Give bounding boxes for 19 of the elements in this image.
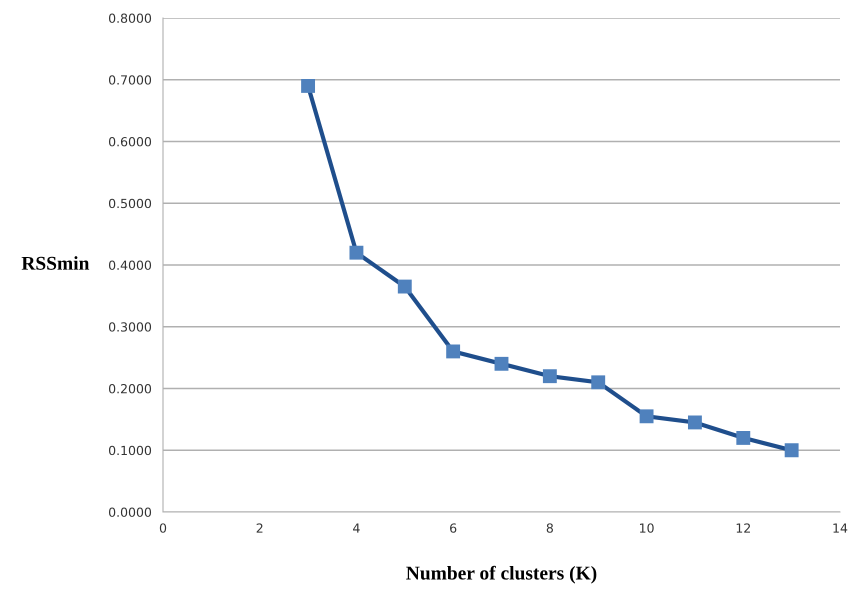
x-tick-label: 10: [640, 523, 654, 533]
y-tick-label: 0.6000: [108, 136, 152, 146]
x-tick-label: 14: [833, 523, 848, 533]
y-tick-label: 0.4000: [108, 260, 152, 270]
y-tick-label: 0.0000: [108, 507, 152, 517]
x-axis-title: Number of clusters (K): [406, 566, 596, 584]
x-tick-label: 0: [160, 523, 166, 533]
y-tick-label: 0.1000: [108, 446, 152, 456]
y-tick-label: 0.3000: [108, 322, 152, 332]
y-axis-title: RSSmin: [22, 256, 90, 270]
y-tick-label: 0.8000: [108, 13, 152, 23]
x-tick-label: 2: [256, 523, 262, 533]
x-tick-label: 8: [546, 523, 553, 533]
x-tick-label: 4: [353, 523, 360, 533]
y-tick-label: 0.2000: [108, 384, 152, 394]
y-tick-label: 0.5000: [108, 198, 152, 208]
x-tick-label: 12: [736, 523, 750, 533]
y-tick-label: 0.7000: [108, 75, 152, 85]
x-tick-label: 6: [450, 523, 456, 533]
